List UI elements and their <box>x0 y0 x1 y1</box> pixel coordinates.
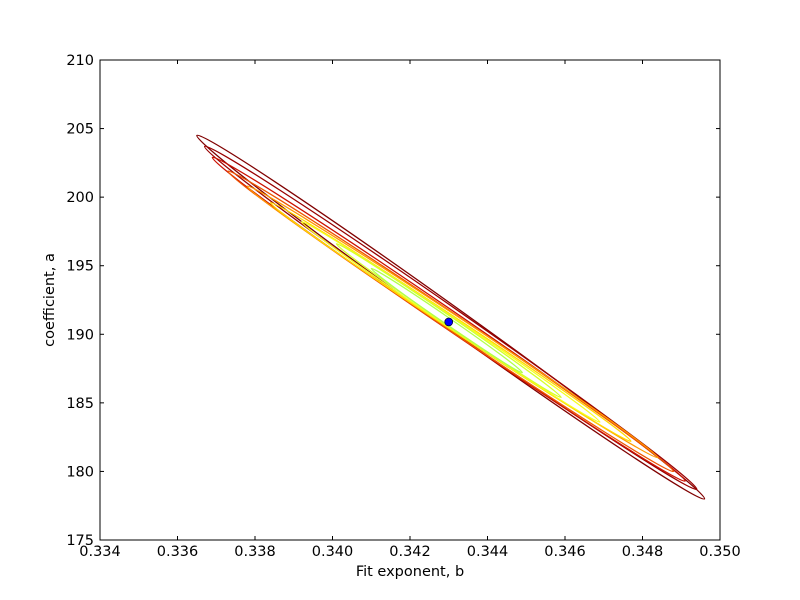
best-fit-point <box>444 317 454 327</box>
y-tick-label: 195 <box>66 259 94 275</box>
x-tick-label: 0.340 <box>312 544 354 560</box>
x-tick-label: 0.348 <box>622 544 664 560</box>
axis-ticks <box>99 59 721 541</box>
x-tick-label: 0.336 <box>157 544 199 560</box>
best-fit-marker <box>444 317 454 327</box>
x-tick-label: 0.334 <box>79 544 121 560</box>
x-tick-label: 0.338 <box>234 544 276 560</box>
y-tick-label: 180 <box>66 464 94 480</box>
x-tick-labels: 0.334 0.336 0.338 0.340 0.342 0.344 0.346 0.348… <box>79 544 741 560</box>
y-tick-labels: 175 180 185 190 195 200 205 210 <box>66 53 94 549</box>
contour-level-4 <box>269 201 632 443</box>
x-tick-label: 0.350 <box>699 544 741 560</box>
y-tick-label: 200 <box>66 190 94 206</box>
x-tick-label: 0.342 <box>389 544 431 560</box>
contour-lines <box>196 134 706 500</box>
y-tick-label: 205 <box>66 122 94 138</box>
y-tick-label: 190 <box>66 327 94 343</box>
y-tick-label: 175 <box>66 533 94 549</box>
y-axis-label: coefficient, a <box>42 253 58 347</box>
x-tick-label: 0.344 <box>467 544 509 560</box>
y-tick-label: 210 <box>66 53 94 69</box>
x-tick-label: 0.346 <box>544 544 586 560</box>
x-axis-label: Fit exponent, b <box>356 564 464 580</box>
y-tick-label: 185 <box>66 396 94 412</box>
contour-level-3 <box>300 221 601 423</box>
